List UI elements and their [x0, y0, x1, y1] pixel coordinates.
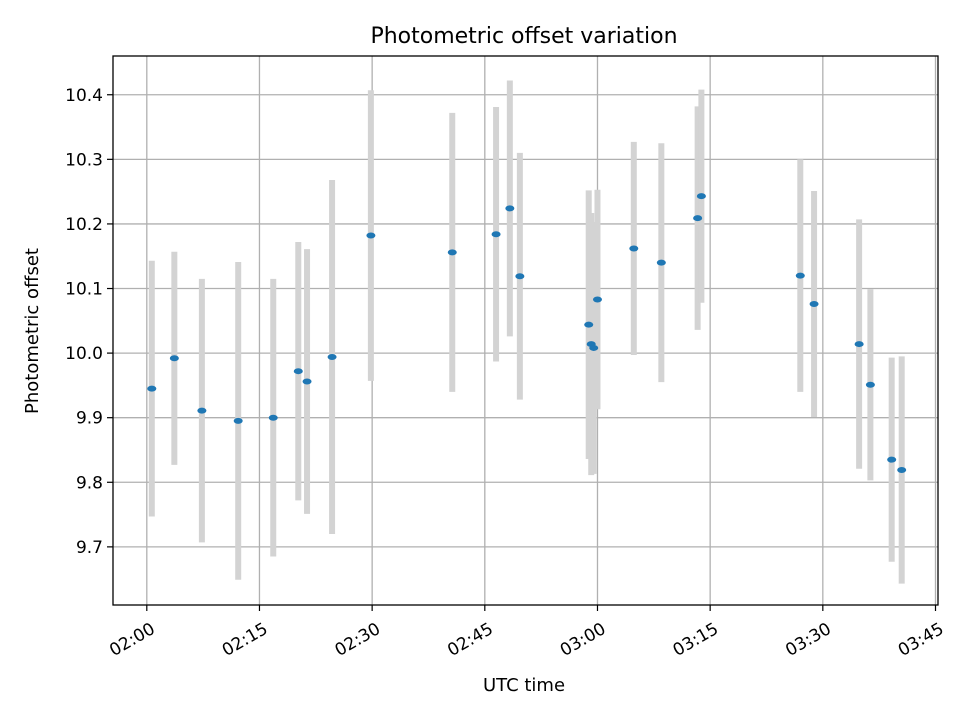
y-tick-label: 9.9 — [76, 409, 103, 429]
data-point — [693, 215, 703, 222]
y-tick-label: 10.0 — [65, 344, 103, 364]
data-points — [147, 193, 907, 474]
data-point — [887, 456, 897, 463]
y-tick-label: 10.1 — [65, 280, 103, 300]
data-point — [865, 381, 875, 388]
data-point — [327, 353, 337, 360]
x-tick-label: 02:00 — [106, 619, 158, 661]
data-point — [629, 245, 639, 252]
data-point — [293, 368, 303, 375]
chart-title: Photometric offset variation — [370, 24, 677, 49]
data-point — [795, 272, 805, 279]
y-axis-ticks: 9.7 9.8 9.9 10.0 10.1 10.2 10.3 10.4 — [65, 86, 113, 558]
x-tick-label: 03:00 — [557, 619, 609, 661]
data-point — [515, 273, 525, 280]
data-point — [302, 378, 312, 385]
data-point — [656, 259, 666, 266]
data-point — [233, 417, 243, 424]
data-point — [366, 232, 376, 239]
data-point — [592, 296, 602, 303]
data-point — [584, 321, 594, 328]
data-point — [197, 407, 207, 414]
data-point — [809, 301, 819, 308]
data-point — [268, 414, 278, 421]
x-tick-label: 03:45 — [895, 619, 947, 661]
y-tick-label: 10.2 — [65, 215, 103, 235]
x-axis-label: UTC time — [483, 675, 565, 696]
x-tick-label: 02:15 — [219, 619, 271, 661]
x-tick-label: 02:30 — [332, 619, 384, 661]
y-tick-label: 10.3 — [65, 150, 103, 170]
y-tick-label: 9.8 — [76, 473, 103, 493]
x-tick-label: 02:45 — [444, 619, 496, 661]
y-tick-label: 9.7 — [76, 538, 103, 558]
x-tick-label: 03:15 — [670, 619, 722, 661]
data-point — [696, 193, 706, 200]
x-axis-ticks: 02:00 02:15 02:30 02:45 03:00 03:15 03:30 03:45 — [106, 605, 947, 661]
data-point — [897, 467, 907, 474]
data-point — [854, 341, 864, 348]
data-point — [589, 344, 599, 351]
data-point — [491, 231, 501, 238]
x-tick-label: 03:30 — [782, 619, 834, 661]
data-point — [169, 355, 179, 362]
error-bars — [148, 80, 905, 584]
plot-frame — [112, 55, 939, 606]
y-tick-label: 10.4 — [65, 86, 103, 106]
data-point — [147, 385, 157, 392]
data-point — [505, 205, 515, 212]
data-point — [447, 249, 457, 256]
y-axis-label: Photometric offset — [22, 248, 43, 414]
